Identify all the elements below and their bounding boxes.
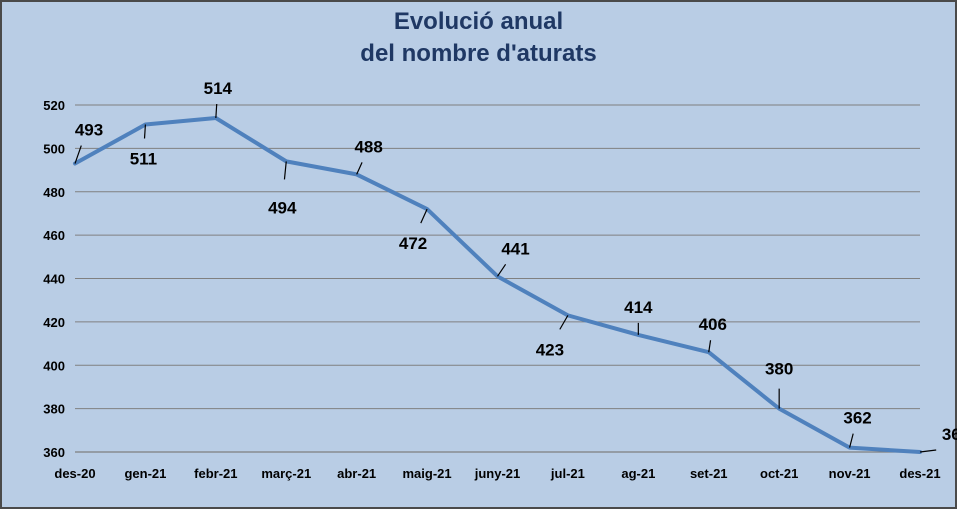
data-label-leader (215, 103, 218, 119)
y-tick-label: 480 (43, 185, 65, 200)
x-tick-label: des-20 (54, 466, 95, 481)
data-label-leader (708, 340, 712, 353)
y-tick-label: 420 (43, 315, 65, 330)
x-tick-label: març-21 (261, 466, 311, 481)
data-label-leader (356, 162, 363, 175)
data-label: 488 (354, 137, 382, 156)
x-tick-label: jul-21 (550, 466, 585, 481)
data-label: 362 (843, 409, 871, 428)
chart-title: Evolució anual del nombre d'aturats (0, 6, 957, 70)
x-tick-label: abr-21 (337, 466, 376, 481)
data-label-leader (919, 449, 937, 453)
data-label: 494 (268, 198, 297, 217)
x-tick-label: oct-21 (760, 466, 798, 481)
data-label: 514 (204, 79, 233, 98)
y-tick-label: 440 (43, 272, 65, 287)
data-label: 441 (501, 239, 529, 258)
data-label-leader (559, 315, 569, 330)
y-tick-label: 400 (43, 358, 65, 373)
y-tick-label: 500 (43, 141, 65, 156)
x-tick-label: maig-21 (403, 466, 452, 481)
x-tick-label: des-21 (899, 466, 940, 481)
y-tick-label: 380 (43, 402, 65, 417)
y-tick-label: 520 (43, 98, 65, 113)
data-label-leader (74, 145, 82, 164)
series-line (73, 116, 922, 454)
chart-title-line1: Evolució anual (393, 8, 564, 35)
data-label: 406 (699, 315, 727, 334)
data-label: 414 (624, 298, 653, 317)
x-tick-label: febr-21 (194, 466, 237, 481)
data-label: 472 (399, 234, 427, 253)
x-tick-label: set-21 (690, 466, 728, 481)
data-label-leader (497, 263, 507, 277)
x-tick-label: ag-21 (621, 466, 655, 481)
x-tick-label: juny-21 (474, 466, 521, 481)
data-label: 360 (942, 425, 957, 444)
data-label: 493 (75, 121, 103, 140)
chart-title-line2: del nombre d'aturats (360, 40, 597, 67)
y-tick-label: 460 (43, 228, 65, 243)
data-label: 511 (130, 150, 157, 169)
x-tick-label: gen-21 (124, 466, 166, 481)
data-label-leader (283, 161, 287, 180)
data-label: 423 (536, 340, 564, 359)
data-label: 380 (765, 360, 793, 379)
data-label-leader (420, 208, 428, 224)
y-tick-label: 360 (43, 445, 65, 460)
data-label-leader (849, 433, 854, 448)
x-tick-label: nov-21 (829, 466, 871, 481)
data-label-leader (143, 124, 147, 139)
